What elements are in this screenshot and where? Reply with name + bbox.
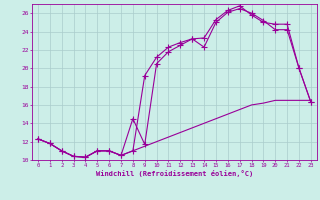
X-axis label: Windchill (Refroidissement éolien,°C): Windchill (Refroidissement éolien,°C) [96,170,253,177]
